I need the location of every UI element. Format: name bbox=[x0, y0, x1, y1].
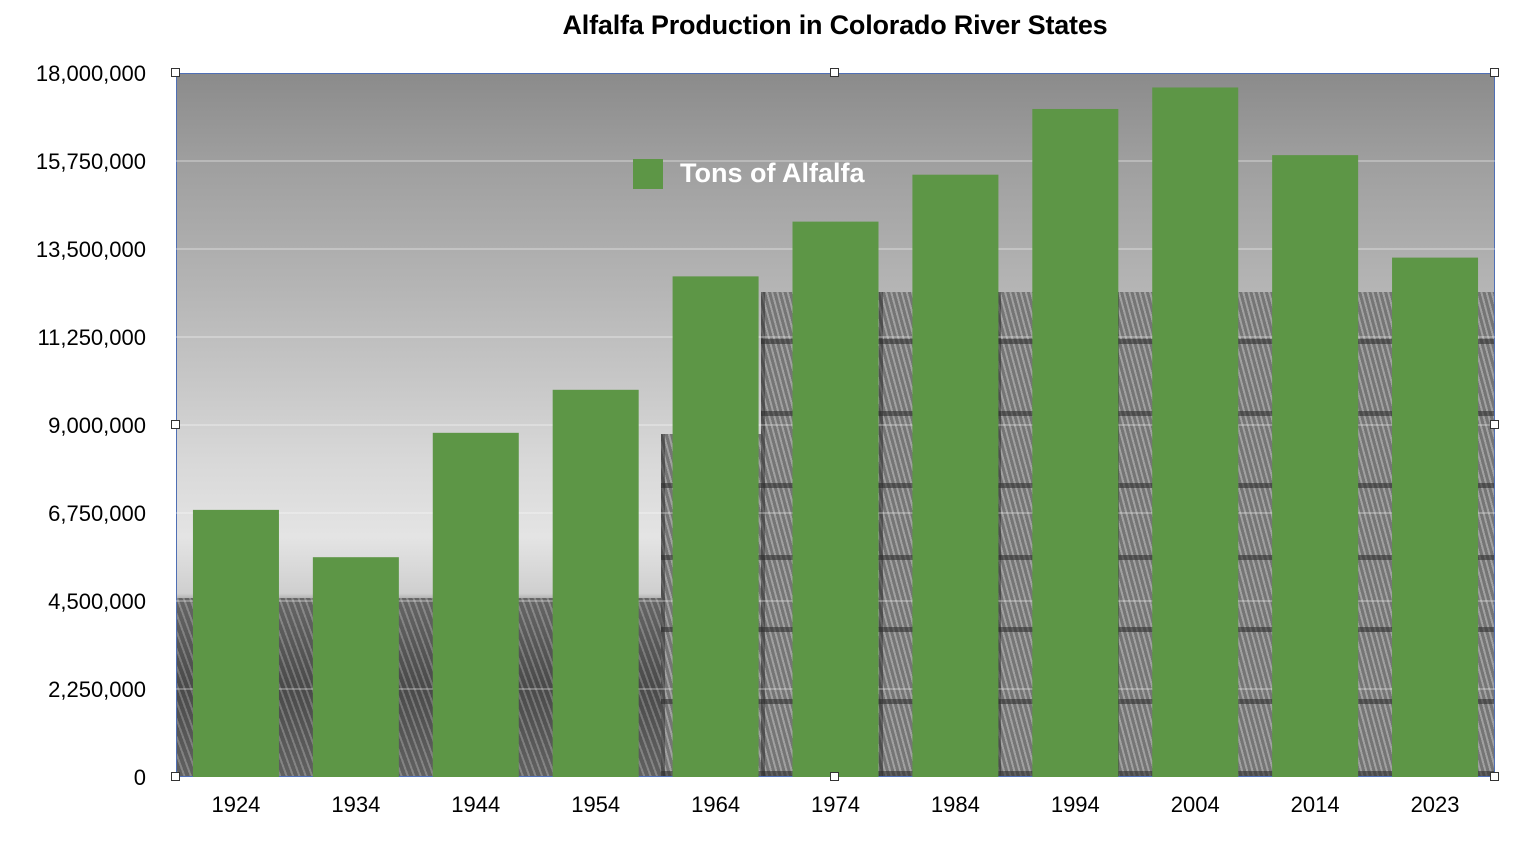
legend-label: Tons of Alfalfa bbox=[680, 158, 865, 188]
bar bbox=[1392, 257, 1479, 777]
selection-handle-middle-right[interactable] bbox=[1490, 420, 1499, 429]
bar bbox=[1032, 108, 1119, 777]
bar bbox=[1152, 87, 1239, 777]
x-tick-label: 2023 bbox=[1411, 792, 1460, 817]
selection-handle-bottom-left[interactable] bbox=[171, 772, 180, 781]
selection-handle-top-right[interactable] bbox=[1490, 68, 1499, 77]
bar bbox=[1272, 155, 1359, 778]
y-tick-label: 18,000,000 bbox=[36, 61, 146, 86]
y-tick-label: 6,750,000 bbox=[48, 501, 146, 526]
selection-handle-bottom-center[interactable] bbox=[830, 772, 839, 781]
x-tick-label: 1934 bbox=[331, 792, 380, 817]
legend-swatch bbox=[633, 158, 663, 189]
x-tick-label: 1974 bbox=[811, 792, 860, 817]
y-tick-label: 11,250,000 bbox=[38, 325, 146, 350]
selection-handle-bottom-right[interactable] bbox=[1490, 772, 1499, 781]
y-tick-label: 15,750,000 bbox=[36, 149, 146, 174]
bar bbox=[192, 509, 279, 777]
x-tick-label: 2004 bbox=[1171, 792, 1220, 817]
legend: Tons of Alfalfa bbox=[633, 158, 865, 189]
selection-handle-top-left[interactable] bbox=[171, 68, 180, 77]
y-tick-label: 4,500,000 bbox=[48, 589, 146, 614]
bar bbox=[792, 221, 879, 778]
y-tick-label: 9,000,000 bbox=[48, 413, 146, 438]
x-tick-label: 1984 bbox=[931, 792, 980, 817]
x-tick-label: 1964 bbox=[691, 792, 740, 817]
x-tick-label: 1944 bbox=[451, 792, 500, 817]
bar bbox=[432, 432, 519, 777]
selection-handle-middle-left[interactable] bbox=[171, 420, 180, 429]
x-tick-label: 1924 bbox=[211, 792, 260, 817]
hay-bales-foreground bbox=[761, 292, 1494, 776]
y-tick-label: 2,250,000 bbox=[48, 677, 146, 702]
bar bbox=[672, 276, 759, 777]
y-tick-label: 0 bbox=[134, 765, 146, 790]
chart-title: Alfalfa Production in Colorado River Sta… bbox=[562, 10, 1108, 40]
y-tick-label: 13,500,000 bbox=[36, 237, 146, 262]
bar bbox=[552, 389, 639, 777]
selection-handle-top-center[interactable] bbox=[830, 68, 839, 77]
x-tick-label: 1994 bbox=[1051, 792, 1100, 817]
x-tick-label: 1954 bbox=[571, 792, 620, 817]
x-tick-label: 2014 bbox=[1291, 792, 1340, 817]
bar bbox=[912, 174, 999, 777]
bar bbox=[312, 557, 399, 777]
